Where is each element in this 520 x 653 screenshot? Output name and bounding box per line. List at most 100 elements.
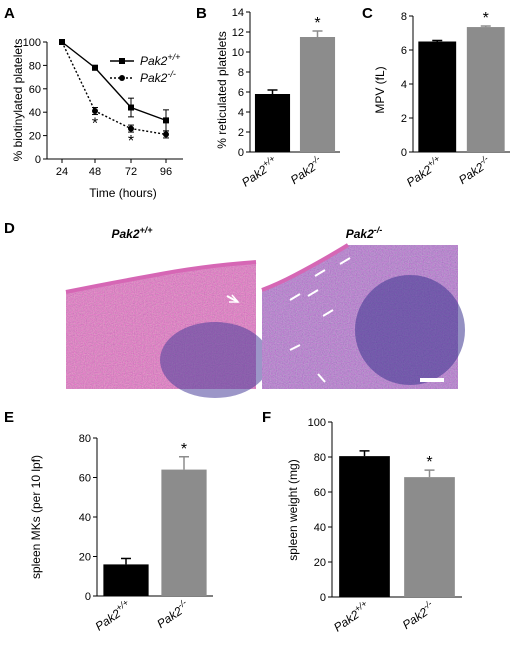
f-y-tick-label: 20 [314,557,326,569]
micrograph-left-white-pulp [160,322,270,398]
panel-letter-e: E [4,409,14,426]
f-bar [339,456,390,597]
c-y-tick-label: 6 [401,45,407,57]
a-significance-star: * [128,133,134,150]
f-y-tick-label: 80 [314,452,326,464]
micrograph-pak2-ko [261,243,465,389]
c-ylabel: MPV (fL) [373,66,387,113]
f-category-label: Pak2-/- [399,598,438,632]
b-y-tick-label: 8 [238,67,244,79]
c-y-tick-label: 2 [401,113,407,125]
arrow-icon [317,373,326,383]
micrograph-left-title-base: Pak2 [111,227,139,241]
f-y-tick-label: 0 [320,592,326,604]
b-y-tick-label: 2 [238,127,244,139]
c-bar [466,27,505,152]
e-y-tick-label: 0 [85,591,91,603]
c-significance-star: * [483,10,489,27]
c-category-label: Pak2-/- [455,153,494,187]
a-point [163,131,169,138]
arrow-icon [289,344,301,351]
b-y-tick-label: 4 [238,107,244,119]
f-bar [404,477,455,597]
micrograph-right-white-pulp [355,275,465,385]
a-y-tick-label: 0 [35,154,41,166]
c-y-tick-label: 8 [401,11,407,23]
arrow-icon [289,293,301,301]
arrow-icon [314,269,326,277]
e-y-tick-label: 40 [79,512,91,524]
b-y-tick-label: 12 [232,27,244,39]
f-significance-star: * [426,454,432,471]
a-legend-label-base: Pak2 [140,54,168,68]
arrow-icons [289,257,351,383]
a-point [92,108,98,115]
micrograph-right-title-base: Pak2 [346,227,374,241]
arrowhead-icon [229,294,240,303]
a-ylabel: % biotinylated platelets [11,39,25,162]
f-y-tick-label: 100 [308,417,326,429]
a-point [128,104,134,111]
e-y-tick-label: 20 [79,552,91,564]
a-legend-label-base: Pak2 [140,71,168,85]
micrograph-left-background [66,245,256,292]
c-y-tick-label: 0 [401,147,407,159]
b-category-label: Pak2-/- [287,153,326,187]
a-legend-label: Pak2+/+ [140,52,180,68]
arrow-icon [307,289,319,297]
panel-letter-b: B [196,5,207,22]
a-x-tick-label: 24 [56,166,68,178]
a-x-tick-label: 72 [125,166,137,178]
a-significance-star: * [92,116,98,133]
b-y-tick-label: 14 [232,7,244,19]
f-y-tick-label: 60 [314,487,326,499]
a-series-line [61,41,167,122]
e-bar [161,469,207,596]
b-y-tick-label: 6 [238,87,244,99]
a-series-line [61,41,167,136]
a-y-tick-label: 20 [29,131,41,143]
a-xlabel: Time (hours) [89,186,157,200]
a-y-tick-label: 80 [29,60,41,72]
a-point [92,64,98,71]
f-y-tick-label: 40 [314,522,326,534]
a-y-tick-label: 100 [23,37,41,49]
b-y-tick-label: 0 [238,147,244,159]
e-significance-star: * [181,441,187,458]
arrow-icon [339,257,351,265]
a-x-tick-label: 96 [160,166,172,178]
panel-letter-d: D [4,220,15,237]
b-y-tick-label: 10 [232,47,244,59]
micrograph-right-title: Pak2-/- [346,225,383,241]
a-legend-label-sup: -/- [167,69,176,79]
micrograph-right-title-sup: -/- [374,225,383,235]
a-legend-marker [119,58,125,64]
micrograph-right-capsule [261,243,350,292]
a-y-tick-label: 60 [29,84,41,96]
c-category-label: Pak2+/+ [403,153,445,189]
b-ylabel: % reticulated platelets [215,31,229,148]
micrograph-left-title-sup: +/+ [140,225,154,235]
a-legend-label-sup: +/+ [167,52,180,62]
a-legend-label: Pak2-/- [140,69,176,85]
e-bar [103,564,149,596]
a-y-tick-label: 40 [29,107,41,119]
scale-bar [420,378,444,382]
c-y-tick-label: 4 [401,79,407,91]
panel-letter-f: F [262,409,271,426]
micrograph-left-title: Pak2+/+ [111,225,153,241]
a-legend-marker [119,75,125,81]
e-y-tick-label: 60 [79,473,91,485]
panel-letter-c: C [362,5,373,22]
panel-letter-a: A [4,5,15,22]
b-bar [254,94,291,152]
a-x-tick-label: 48 [89,166,101,178]
e-ylabel: spleen MKs (per 10 lpf) [29,455,43,579]
f-category-label: Pak2+/+ [330,598,372,634]
e-category-label: Pak2+/+ [91,597,133,633]
a-point [59,39,65,45]
b-bar [299,37,336,152]
micrograph-left-capsule [65,260,257,294]
